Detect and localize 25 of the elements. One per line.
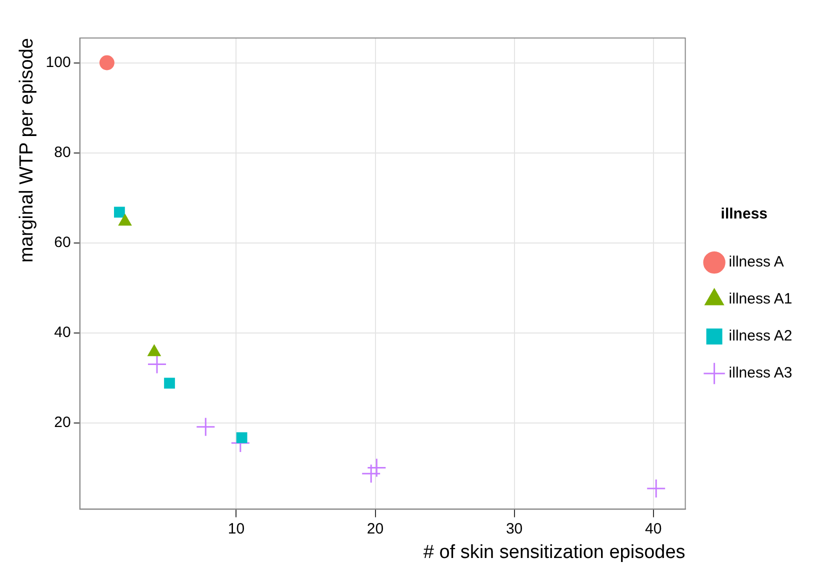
x-axis-title: # of skin sensitization episodes: [423, 542, 686, 563]
x-tick-label: 10: [228, 520, 245, 538]
point: [366, 458, 386, 478]
point: [361, 464, 381, 484]
y-axis-title: marginal WTP per episode: [16, 38, 38, 263]
x-tick-label: 30: [506, 520, 523, 538]
point: [646, 478, 666, 498]
y-tick-label: 80: [54, 144, 71, 161]
y-tick-label: 20: [54, 414, 71, 431]
y-tick-label: 40: [54, 324, 71, 341]
point: [196, 417, 216, 437]
legend-title: illness: [720, 206, 768, 223]
legend-label: illness A2: [728, 328, 792, 345]
x-tick-label: 20: [366, 520, 384, 538]
legend-label: illness A: [728, 254, 784, 271]
point: [164, 378, 175, 389]
point: [99, 55, 114, 70]
x-tick-label: 40: [644, 520, 662, 538]
legend-label: illness A1: [728, 290, 792, 308]
legend-label: illness A3: [728, 364, 792, 382]
point: [236, 432, 248, 444]
y-tick-label: 60: [54, 234, 71, 251]
point: [114, 206, 125, 218]
y-tick-label: 100: [46, 54, 71, 71]
point: [147, 354, 167, 374]
